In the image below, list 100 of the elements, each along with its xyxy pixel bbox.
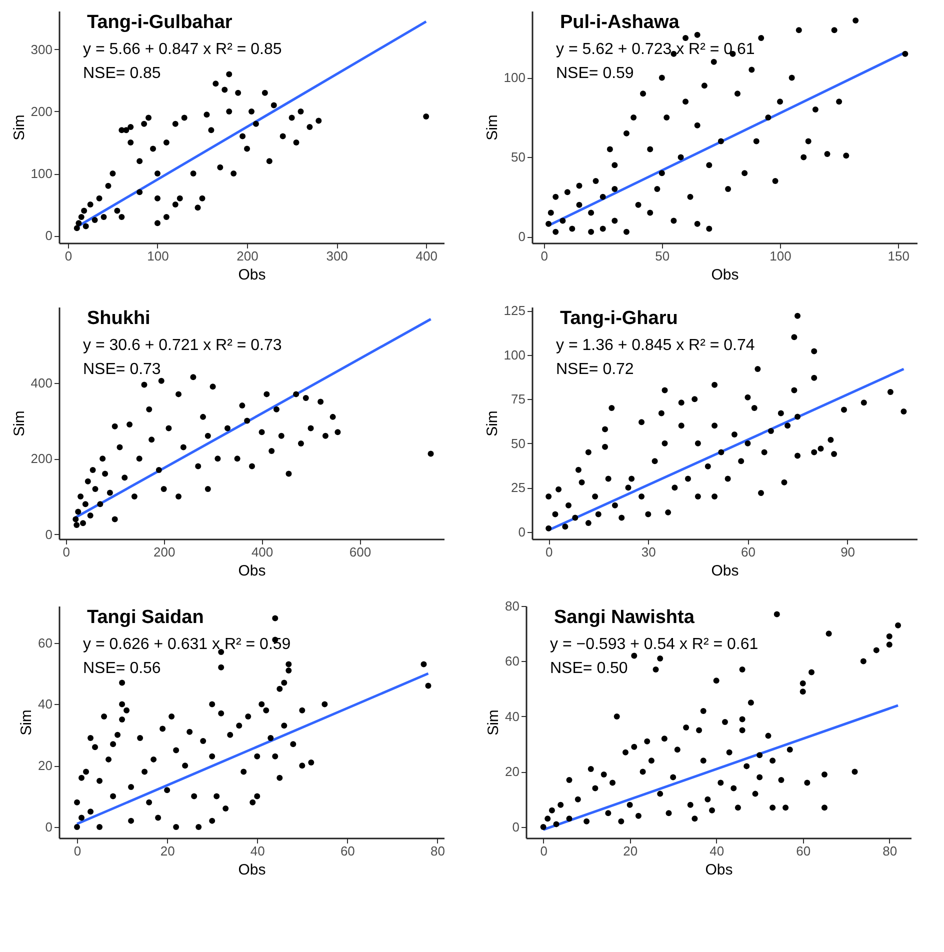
y-tick-label: 40 (505, 708, 520, 724)
point (158, 378, 164, 384)
point (222, 86, 228, 93)
annotation: y = 5.66 + 0.847 x R² = 0.85 (83, 41, 282, 58)
point (268, 448, 275, 454)
x-tick-label: 300 (326, 248, 348, 264)
y-tick-label: 0 (45, 819, 52, 834)
y-tick-label: 20 (505, 764, 520, 780)
point (212, 80, 219, 87)
x-tick-label: 20 (160, 844, 175, 858)
y-tick-label: 60 (38, 635, 52, 650)
point (230, 170, 237, 177)
x-tick-label: 400 (251, 544, 274, 560)
point (293, 391, 300, 398)
annotation: NSE= 0.73 (83, 361, 161, 378)
point (87, 512, 94, 518)
x-axis-title: Obs (238, 862, 266, 878)
point (172, 120, 178, 127)
x-tick-label: 60 (741, 544, 756, 560)
y-axis-title: Sim (10, 114, 28, 140)
x-tick-label: 20 (623, 844, 638, 858)
point (118, 214, 125, 220)
point (146, 406, 152, 412)
y-tick-label: 50 (511, 150, 526, 165)
point (87, 202, 94, 208)
y-tick-label: 0 (45, 228, 52, 244)
x-tick-label: 60 (340, 844, 355, 858)
x-tick-label: 600 (349, 544, 372, 560)
point (90, 467, 96, 473)
point (280, 133, 286, 140)
point (316, 118, 322, 124)
annotation: NSE= 0.72 (556, 361, 634, 378)
point (176, 391, 182, 398)
x-tick-label: 40 (250, 844, 265, 858)
point (154, 220, 160, 226)
y-tick-label: 300 (30, 42, 52, 57)
y-axis-title: Sim (484, 410, 501, 436)
point (163, 140, 170, 146)
point (208, 127, 214, 134)
point (252, 120, 259, 127)
point (298, 440, 304, 446)
point (74, 522, 80, 528)
point (136, 456, 142, 462)
chart-title: Shukhi (87, 308, 150, 329)
point (298, 108, 304, 114)
point (160, 486, 167, 492)
y-tick-label: 100 (30, 166, 52, 182)
y-axis-title: Sim (484, 114, 501, 140)
y-tick-label: 40 (38, 696, 52, 712)
point (334, 429, 341, 436)
point (141, 120, 148, 127)
y-tick-label: 0 (518, 229, 526, 244)
x-tick-label: 80 (882, 844, 898, 858)
point (244, 418, 250, 424)
point (84, 478, 91, 484)
point (240, 133, 246, 140)
chart-title: Tangi Saidan (87, 607, 204, 628)
y-tick-label: 60 (505, 654, 520, 669)
point (318, 398, 324, 405)
x-axis-title: Obs (711, 266, 739, 284)
point (248, 463, 255, 470)
point (96, 195, 102, 202)
point (150, 146, 156, 152)
point (204, 432, 211, 439)
point (258, 429, 265, 436)
point (154, 195, 160, 202)
point (204, 112, 210, 118)
point (176, 494, 182, 500)
point (235, 90, 242, 96)
point (190, 170, 196, 177)
annotation: NSE= 0.50 (550, 660, 628, 677)
x-axis-title: Obs (238, 266, 266, 284)
point (131, 494, 138, 500)
point (226, 71, 232, 78)
point (156, 467, 162, 473)
point (224, 425, 230, 432)
x-tick-label: 400 (416, 248, 438, 264)
point (266, 158, 272, 164)
point (110, 170, 116, 177)
point (330, 414, 336, 420)
y-tick-label: 200 (30, 451, 52, 466)
point (308, 425, 314, 432)
point (273, 406, 280, 412)
point (112, 516, 118, 522)
y-tick-label: 100 (504, 347, 526, 362)
y-tick-label: 400 (30, 375, 52, 390)
chart-title: Tang-i-Gulbahar (87, 12, 233, 33)
y-tick-label: 0 (45, 526, 52, 542)
chart-title: Sangi Nawishta (554, 607, 695, 628)
x-tick-label: 100 (147, 248, 169, 264)
point (239, 402, 246, 409)
y-tick-label: 75 (511, 392, 526, 407)
point (194, 204, 201, 211)
point (82, 501, 88, 508)
point (423, 113, 430, 120)
point (195, 463, 202, 470)
point (126, 422, 133, 428)
point (293, 140, 300, 146)
point (302, 394, 309, 401)
x-tick-label: 0 (545, 544, 553, 560)
